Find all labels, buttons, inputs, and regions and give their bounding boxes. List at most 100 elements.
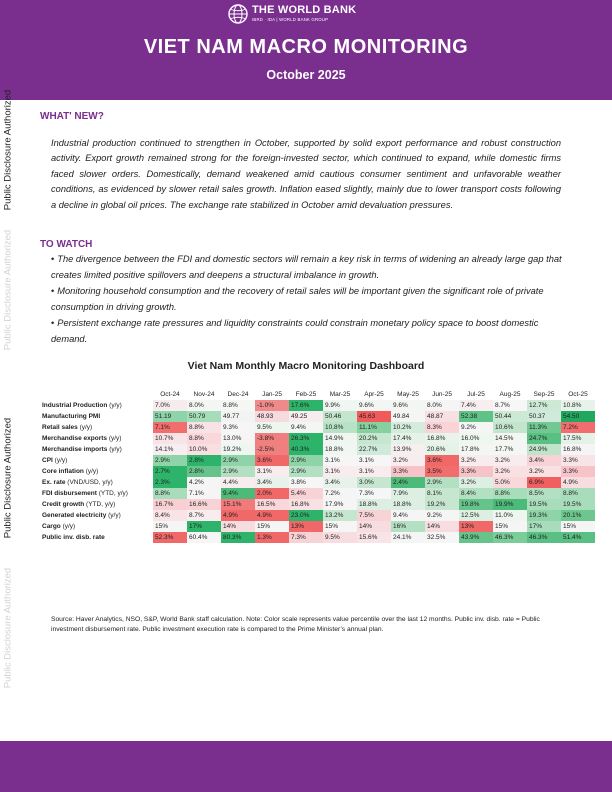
month-header: May-25 xyxy=(397,391,419,398)
value-cell: -3.8% xyxy=(255,433,289,444)
table-row: CPI (y/y) 2.9% 2.8% 2.9% 3.6% 2.9% 3.1% 3.1% 3.2… xyxy=(40,455,595,466)
value-cell: 24.9% xyxy=(527,444,561,455)
indicator-label: Merchandise exports (y/y) xyxy=(40,433,153,444)
month-header: Dec-24 xyxy=(227,391,249,398)
value-cell: 10.0% xyxy=(187,444,221,455)
value-cell: 3.4% xyxy=(255,477,289,488)
value-cell: 8.4% xyxy=(459,488,493,499)
indicator-unit: (y/y) xyxy=(52,457,68,464)
value-cell: 8.8% xyxy=(187,422,221,433)
value-cell: 13.2% xyxy=(323,510,357,521)
value-cell: 7.2% xyxy=(323,488,357,499)
source-footnote: Source: Haver Analytics, NSO, S&P, World… xyxy=(51,616,540,633)
value-cell: 20.1% xyxy=(561,510,595,521)
value-cell: 7.0% xyxy=(153,400,187,411)
value-cell: 3.2% xyxy=(459,455,493,466)
table-row: Credit growth (YTD, y/y) 16.7% 16.6% 15.1% 1… xyxy=(40,499,595,510)
value-cell: 12.5% xyxy=(459,510,493,521)
value-cell: 9.5% xyxy=(323,532,357,543)
indicator-name: Ex. rate xyxy=(42,479,66,486)
list-item-text: Persistent exchange rate pressures and l… xyxy=(51,318,539,344)
disclosure-label: Public Disclosure Authorized xyxy=(2,229,14,351)
value-cell: 16.8% xyxy=(289,499,323,510)
indicator-name: Merchandise imports xyxy=(42,446,108,453)
value-cell: 24.1% xyxy=(391,532,425,543)
value-cell: 2.9% xyxy=(425,477,459,488)
table-row: Generated electricity (y/y) 8.4% 8.7% 4.9% 4… xyxy=(40,510,595,521)
table-row: Merchandise exports (y/y) 10.7% 8.8% 13.0% -… xyxy=(40,433,595,444)
header-band xyxy=(0,0,612,100)
value-cell: 51.4% xyxy=(561,532,595,543)
value-cell: 19.9% xyxy=(493,499,527,510)
value-cell: 8.7% xyxy=(187,510,221,521)
indicator-label: Core inflation (y/y) xyxy=(40,466,153,477)
indicator-label: Merchandise imports (y/y) xyxy=(40,444,153,455)
indicator-name: Industrial Production xyxy=(42,402,108,409)
indicator-unit: (y/y) xyxy=(106,512,121,519)
value-cell: 50.79 xyxy=(187,411,221,422)
value-cell: 48.93 xyxy=(255,411,289,422)
value-cell: 3.3% xyxy=(561,466,595,477)
value-cell: 2.8% xyxy=(187,466,221,477)
value-cell: 16.6% xyxy=(187,499,221,510)
value-cell: 3.1% xyxy=(357,466,391,477)
footer-band xyxy=(0,741,612,792)
value-cell: 11.1% xyxy=(357,422,391,433)
value-cell: 51.19 xyxy=(153,411,187,422)
value-cell: 46.3% xyxy=(493,532,527,543)
table-row: Manufacturing PMI 51.19 50.79 49.77 48.93 49.… xyxy=(40,411,595,422)
value-cell: 48.87 xyxy=(425,411,459,422)
value-cell: 19.5% xyxy=(561,499,595,510)
list-item: • The divergence between the FDI and dome… xyxy=(51,252,565,283)
indicator-name: Manufacturing PMI xyxy=(42,413,101,420)
month-header: Oct-25 xyxy=(568,391,588,398)
value-cell: 8.8% xyxy=(221,400,255,411)
value-cell: 46.3% xyxy=(527,532,561,543)
value-cell: 18.8% xyxy=(357,499,391,510)
value-cell: 14.1% xyxy=(153,444,187,455)
value-cell: 14% xyxy=(357,521,391,532)
value-cell: 10.2% xyxy=(391,422,425,433)
table-row: FDI disbursement (YTD, y/y) 8.8% 7.1% 9.4% 2… xyxy=(40,488,595,499)
value-cell: 8.8% xyxy=(493,488,527,499)
value-cell: 17.5% xyxy=(561,433,595,444)
indicator-label: Ex. rate (VND/USD, y/y) xyxy=(40,477,153,488)
value-cell: 5.0% xyxy=(493,477,527,488)
document-title: VIET NAM MACRO MONITORING xyxy=(143,36,469,58)
month-header: Jan-25 xyxy=(262,391,282,398)
value-cell: 49.77 xyxy=(221,411,255,422)
whats-new-heading: WHAT' NEW? xyxy=(40,111,104,122)
value-cell: 7.4% xyxy=(459,400,493,411)
month-header: Oct-24 xyxy=(160,391,180,398)
value-cell: 40.3% xyxy=(289,444,323,455)
value-cell: 3.0% xyxy=(357,477,391,488)
value-cell: 11.0% xyxy=(493,510,527,521)
value-cell: 43.9% xyxy=(459,532,493,543)
value-cell: 80.3% xyxy=(221,532,255,543)
to-watch-heading: TO WATCH xyxy=(40,239,93,250)
value-cell: 14% xyxy=(425,521,459,532)
value-cell: 12.7% xyxy=(527,400,561,411)
value-cell: 8.1% xyxy=(425,488,459,499)
value-cell: 20.2% xyxy=(357,433,391,444)
indicator-name: Credit growth xyxy=(42,501,85,508)
value-cell: 9.5% xyxy=(255,422,289,433)
value-cell: 24.7% xyxy=(527,433,561,444)
value-cell: 20.6% xyxy=(425,444,459,455)
value-cell: 9.4% xyxy=(221,488,255,499)
list-item: • Monitoring household consumption and th… xyxy=(51,284,565,315)
value-cell: 9.2% xyxy=(459,422,493,433)
indicator-label: Credit growth (YTD, y/y) xyxy=(40,499,153,510)
value-cell: 13% xyxy=(459,521,493,532)
indicator-unit: (y/y) xyxy=(60,523,76,530)
value-cell: 2.9% xyxy=(221,466,255,477)
indicator-label: Cargo (y/y) xyxy=(40,521,153,532)
value-cell: 22.7% xyxy=(357,444,391,455)
month-header: Jun-25 xyxy=(432,391,452,398)
indicator-unit: (y/y) xyxy=(77,424,93,431)
value-cell: 17% xyxy=(187,521,221,532)
table-row: Retail sales (y/y) 7.1% 8.8% 9.3% 9.5% 9.4% 10… xyxy=(40,422,595,433)
value-cell: 3.6% xyxy=(255,455,289,466)
value-cell: 14% xyxy=(221,521,255,532)
indicator-name: CPI xyxy=(42,457,53,464)
